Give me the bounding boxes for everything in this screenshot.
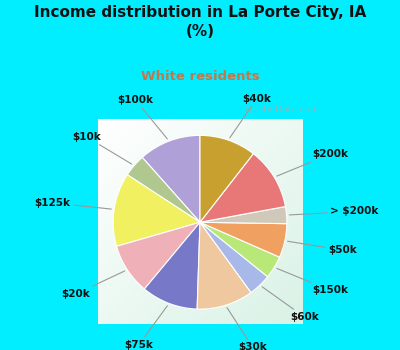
Text: $125k: $125k (35, 198, 111, 209)
Text: $30k: $30k (227, 308, 267, 350)
Text: $75k: $75k (124, 306, 168, 350)
Wedge shape (200, 135, 253, 222)
Wedge shape (144, 222, 200, 309)
Text: ⓘ City-Data.com: ⓘ City-Data.com (246, 105, 319, 114)
Wedge shape (200, 206, 287, 224)
Wedge shape (116, 222, 200, 289)
Wedge shape (142, 135, 200, 222)
Wedge shape (200, 154, 286, 222)
Text: $40k: $40k (230, 93, 271, 138)
Text: $60k: $60k (262, 287, 319, 322)
Text: $150k: $150k (277, 268, 348, 295)
Text: $50k: $50k (288, 241, 356, 255)
Wedge shape (197, 222, 251, 309)
Text: $10k: $10k (72, 132, 132, 164)
Wedge shape (127, 158, 200, 222)
Wedge shape (200, 222, 280, 277)
Text: $200k: $200k (277, 149, 348, 176)
Wedge shape (200, 222, 287, 257)
Wedge shape (113, 175, 200, 246)
Text: Income distribution in La Porte City, IA
(%): Income distribution in La Porte City, IA… (34, 5, 366, 39)
Text: White residents: White residents (141, 70, 259, 83)
Text: $20k: $20k (62, 271, 125, 299)
Wedge shape (200, 222, 268, 293)
Text: $100k: $100k (118, 95, 167, 139)
Text: > $200k: > $200k (289, 206, 379, 216)
